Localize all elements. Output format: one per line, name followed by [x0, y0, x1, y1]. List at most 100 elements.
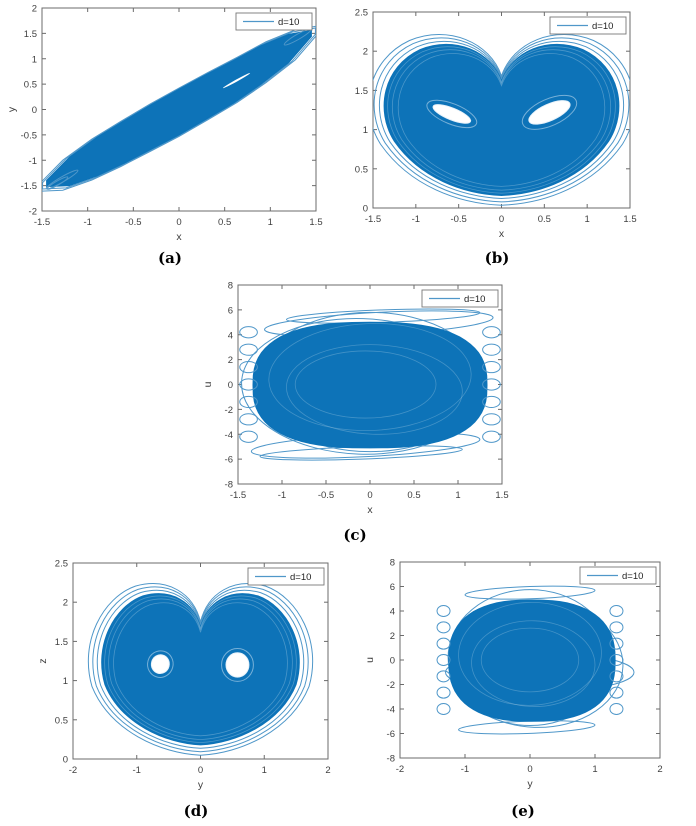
svg-text:1: 1 [32, 54, 37, 65]
svg-text:0.5: 0.5 [407, 490, 420, 501]
attractor-trace [373, 34, 630, 206]
svg-text:1.5: 1.5 [55, 637, 68, 648]
svg-text:4: 4 [228, 330, 233, 341]
svg-text:1.5: 1.5 [495, 490, 508, 501]
chart-canvas-e: -2 -1 0 1 2 -8 -6 -4 -2 0 2 4 6 8 y u d=10 [364, 558, 663, 791]
chart-canvas-a: -1.5 -1 -0.5 0 0.5 1 1.5-2-1.5-1-0.500.511.52x… [6, 4, 323, 244]
svg-text:6: 6 [390, 582, 395, 593]
legend-label: d=10 [592, 21, 613, 32]
attractor-trace [42, 25, 316, 192]
subplot-e-yu-phase-plot: -2 -1 0 1 2 -8 -6 -4 -2 0 2 4 6 8 y u d=10 [350, 553, 696, 801]
caption-b: (b) [484, 249, 510, 267]
axis-ticks-and-labels: -2 -1 0 1 2 0 0.5 1 1.5 2 2.5 [55, 559, 331, 777]
svg-text:1.5: 1.5 [309, 217, 322, 228]
svg-text:0.5: 0.5 [24, 80, 37, 91]
axis-ticks-and-labels: -1.5 -1 -0.5 0 0.5 1 1.5-2-1.5-1-0.500.511.52 [21, 4, 323, 229]
legend-box: d=10 [579, 566, 657, 585]
svg-text:-1: -1 [133, 765, 141, 776]
chart-canvas-b: -1.5 -1 -0.5 0 0.5 1 1.5 0 0.5 1 1.5 2 2.5 x z d=10 [337, 8, 637, 241]
svg-text:2: 2 [228, 355, 233, 366]
svg-text:-2: -2 [29, 207, 37, 218]
x-axis-label: x [367, 504, 373, 516]
x-axis-label: x [176, 231, 182, 243]
legend-label: d=10 [622, 571, 643, 582]
caption-c: (c) [343, 526, 367, 544]
svg-text:-6: -6 [225, 455, 233, 466]
svg-text:0: 0 [363, 204, 368, 215]
svg-text:-1: -1 [278, 490, 286, 501]
svg-text:-4: -4 [387, 705, 395, 716]
svg-text:-6: -6 [387, 729, 395, 740]
legend-box: d=10 [247, 567, 325, 586]
svg-text:1.5: 1.5 [623, 214, 636, 225]
legend-box: d=10 [421, 289, 499, 308]
svg-text:2.5: 2.5 [55, 559, 68, 570]
svg-text:-8: -8 [387, 754, 395, 765]
svg-text:2: 2 [63, 598, 68, 609]
svg-text:0: 0 [367, 490, 372, 501]
attractor-trace [239, 308, 501, 461]
svg-text:2: 2 [390, 631, 395, 642]
svg-text:0.5: 0.5 [355, 164, 368, 175]
svg-text:0: 0 [527, 764, 532, 775]
svg-text:1.5: 1.5 [24, 29, 37, 40]
legend-box: d=10 [235, 12, 313, 31]
svg-text:0.5: 0.5 [55, 715, 68, 726]
x-axis-label: y [198, 779, 204, 791]
svg-text:1.5: 1.5 [355, 86, 368, 97]
svg-text:-0.5: -0.5 [318, 490, 334, 501]
caption-e: (e) [511, 802, 535, 820]
subplot-a-xy-phase-plot: -1.5 -1 -0.5 0 0.5 1 1.5 -2 -1.5 -1 -0.5 0 0.5 1 1.5 2 x… [0, 2, 348, 253]
chart-canvas-d: -2 -1 0 1 2 0 0.5 1 1.5 2 2.5 y z d=10 [37, 559, 331, 792]
svg-text:-2: -2 [69, 765, 77, 776]
svg-text:-1: -1 [461, 764, 469, 775]
x-axis-label: x [499, 228, 505, 240]
svg-text:2: 2 [325, 765, 330, 776]
svg-text:2: 2 [363, 47, 368, 58]
y-axis-label: u [202, 381, 214, 387]
x-axis-label: y [527, 778, 533, 790]
y-axis-label: y [6, 106, 18, 112]
axis-ticks-and-labels: -1.5 -1 -0.5 0 0.5 1 1.5 -8 -6 -4 -2 0 2 4 6 8 [225, 281, 509, 502]
subplot-b-xz-phase-plot: -1.5 -1 -0.5 0 0.5 1 1.5 0 0.5 1 1.5 2 2.5 x z d=10 [337, 2, 696, 253]
legend-label: d=10 [278, 17, 299, 28]
svg-text:1: 1 [455, 490, 460, 501]
svg-text:-2: -2 [225, 405, 233, 416]
y-axis-label: u [364, 657, 376, 663]
svg-text:1: 1 [262, 765, 267, 776]
svg-text:-0.5: -0.5 [21, 130, 37, 141]
svg-text:6: 6 [228, 305, 233, 316]
svg-text:-1: -1 [412, 214, 420, 225]
axis-ticks-and-labels: -1.5 -1 -0.5 0 0.5 1 1.5 0 0.5 1 1.5 2 2.5 [355, 8, 637, 226]
svg-text:0: 0 [228, 380, 233, 391]
svg-text:0: 0 [390, 656, 395, 667]
svg-text:0: 0 [499, 214, 504, 225]
svg-text:1: 1 [363, 125, 368, 136]
attractor-trace [87, 583, 314, 756]
svg-text:-1: -1 [29, 156, 37, 167]
svg-text:1: 1 [268, 217, 273, 228]
svg-text:0: 0 [198, 765, 203, 776]
svg-text:0: 0 [32, 105, 37, 116]
svg-text:-1.5: -1.5 [34, 217, 50, 228]
svg-text:-1: -1 [83, 217, 91, 228]
caption-d: (d) [183, 802, 209, 820]
svg-text:-1.5: -1.5 [230, 490, 246, 501]
svg-text:-4: -4 [225, 430, 233, 441]
caption-a: (a) [158, 249, 182, 267]
subplot-c-xu-phase-plot: -1.5 -1 -0.5 0 0.5 1 1.5 -8 -6 -4 -2 0 2 4 6 8 x u d=10 [170, 276, 526, 531]
svg-text:2: 2 [657, 764, 662, 775]
svg-text:0.5: 0.5 [538, 214, 551, 225]
svg-text:0: 0 [63, 755, 68, 766]
svg-text:8: 8 [390, 558, 395, 569]
legend-label: d=10 [290, 572, 311, 583]
y-axis-label: z [37, 658, 49, 663]
svg-text:-2: -2 [387, 680, 395, 691]
svg-text:-1.5: -1.5 [21, 181, 37, 192]
svg-text:2.5: 2.5 [355, 8, 368, 19]
y-axis-label: z [348, 107, 349, 112]
svg-text:-0.5: -0.5 [450, 214, 466, 225]
subplot-d-yz-phase-plot: -2 -1 0 1 2 0 0.5 1 1.5 2 2.5 y z d=10 [20, 553, 350, 801]
svg-text:2: 2 [32, 4, 37, 15]
